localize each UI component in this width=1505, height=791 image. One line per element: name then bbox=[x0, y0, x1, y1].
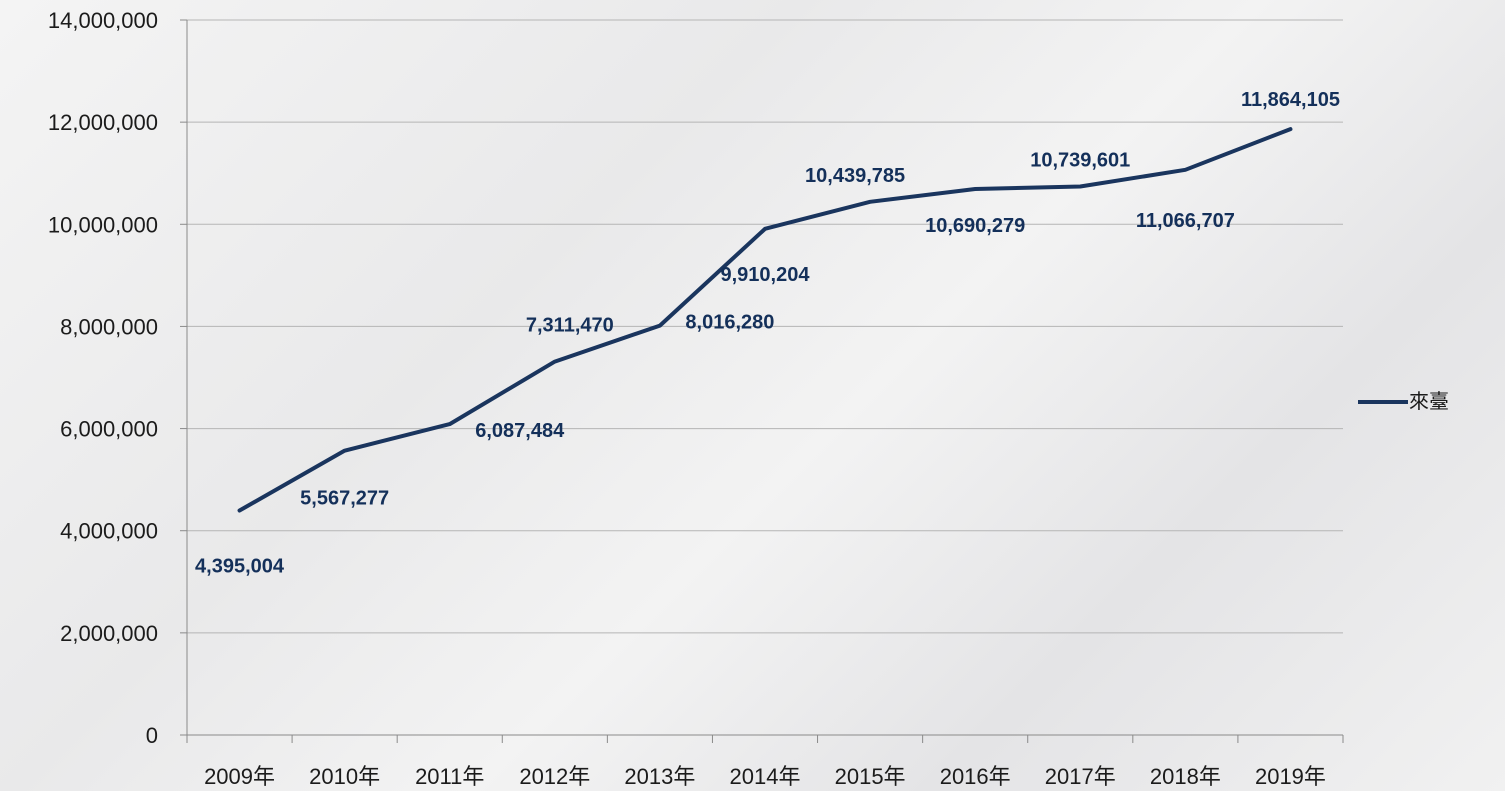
y-tick-label: 10,000,000 bbox=[48, 212, 158, 237]
y-tick-label: 8,000,000 bbox=[60, 314, 158, 339]
x-tick-label: 2019年 bbox=[1255, 764, 1326, 789]
data-label: 10,739,601 bbox=[1030, 150, 1130, 172]
data-label: 9,910,204 bbox=[721, 264, 811, 286]
y-tick-label: 6,000,000 bbox=[60, 417, 158, 442]
data-label: 10,690,279 bbox=[925, 215, 1025, 237]
y-tick-label: 14,000,000 bbox=[48, 8, 158, 33]
x-tick-label: 2016年 bbox=[940, 764, 1011, 789]
x-tick-label: 2017年 bbox=[1045, 764, 1116, 789]
series-layer bbox=[237, 127, 1293, 513]
x-tick-label: 2013年 bbox=[624, 764, 695, 789]
data-label: 4,395,004 bbox=[195, 556, 285, 578]
legend-label: 來臺 bbox=[1409, 389, 1449, 413]
data-labels: 4,395,004 5,567,277 6,087,484 7,311,470 8,01… bbox=[195, 89, 1340, 577]
axes bbox=[180, 19, 1344, 743]
data-label: 8,016,280 bbox=[685, 312, 774, 334]
x-tick-label: 2015年 bbox=[835, 764, 906, 789]
x-tick-label: 2014年 bbox=[730, 764, 801, 789]
x-tick-label: 2018年 bbox=[1150, 764, 1221, 789]
gridlines bbox=[187, 19, 1343, 634]
series-line bbox=[237, 127, 1293, 513]
x-tick-label: 2012年 bbox=[519, 764, 590, 789]
x-tick-label: 2009年 bbox=[204, 764, 275, 789]
x-tick-label: 2011年 bbox=[415, 764, 484, 789]
x-tick-label: 2010年 bbox=[309, 764, 380, 789]
data-label: 6,087,484 bbox=[475, 420, 565, 442]
data-label: 10,439,785 bbox=[805, 165, 905, 187]
data-label: 11,066,707 bbox=[1136, 210, 1235, 232]
data-label: 5,567,277 bbox=[300, 488, 389, 510]
y-tick-label: 2,000,000 bbox=[60, 621, 158, 646]
legend: 來臺 bbox=[1358, 389, 1449, 413]
y-axis-tick-labels: 0 2,000,000 4,000,000 6,000,000 8,000,000 10,… bbox=[48, 8, 158, 748]
x-axis-tick-labels: 2009年 2010年 2011年 2012年 2013年 2014年 2015年 2016年… bbox=[204, 764, 1326, 789]
data-label: 11,864,105 bbox=[1241, 89, 1340, 111]
y-tick-label: 4,000,000 bbox=[60, 519, 158, 544]
data-label: 7,311,470 bbox=[526, 315, 614, 337]
y-tick-label: 0 bbox=[146, 723, 158, 748]
y-tick-label: 12,000,000 bbox=[48, 110, 158, 135]
